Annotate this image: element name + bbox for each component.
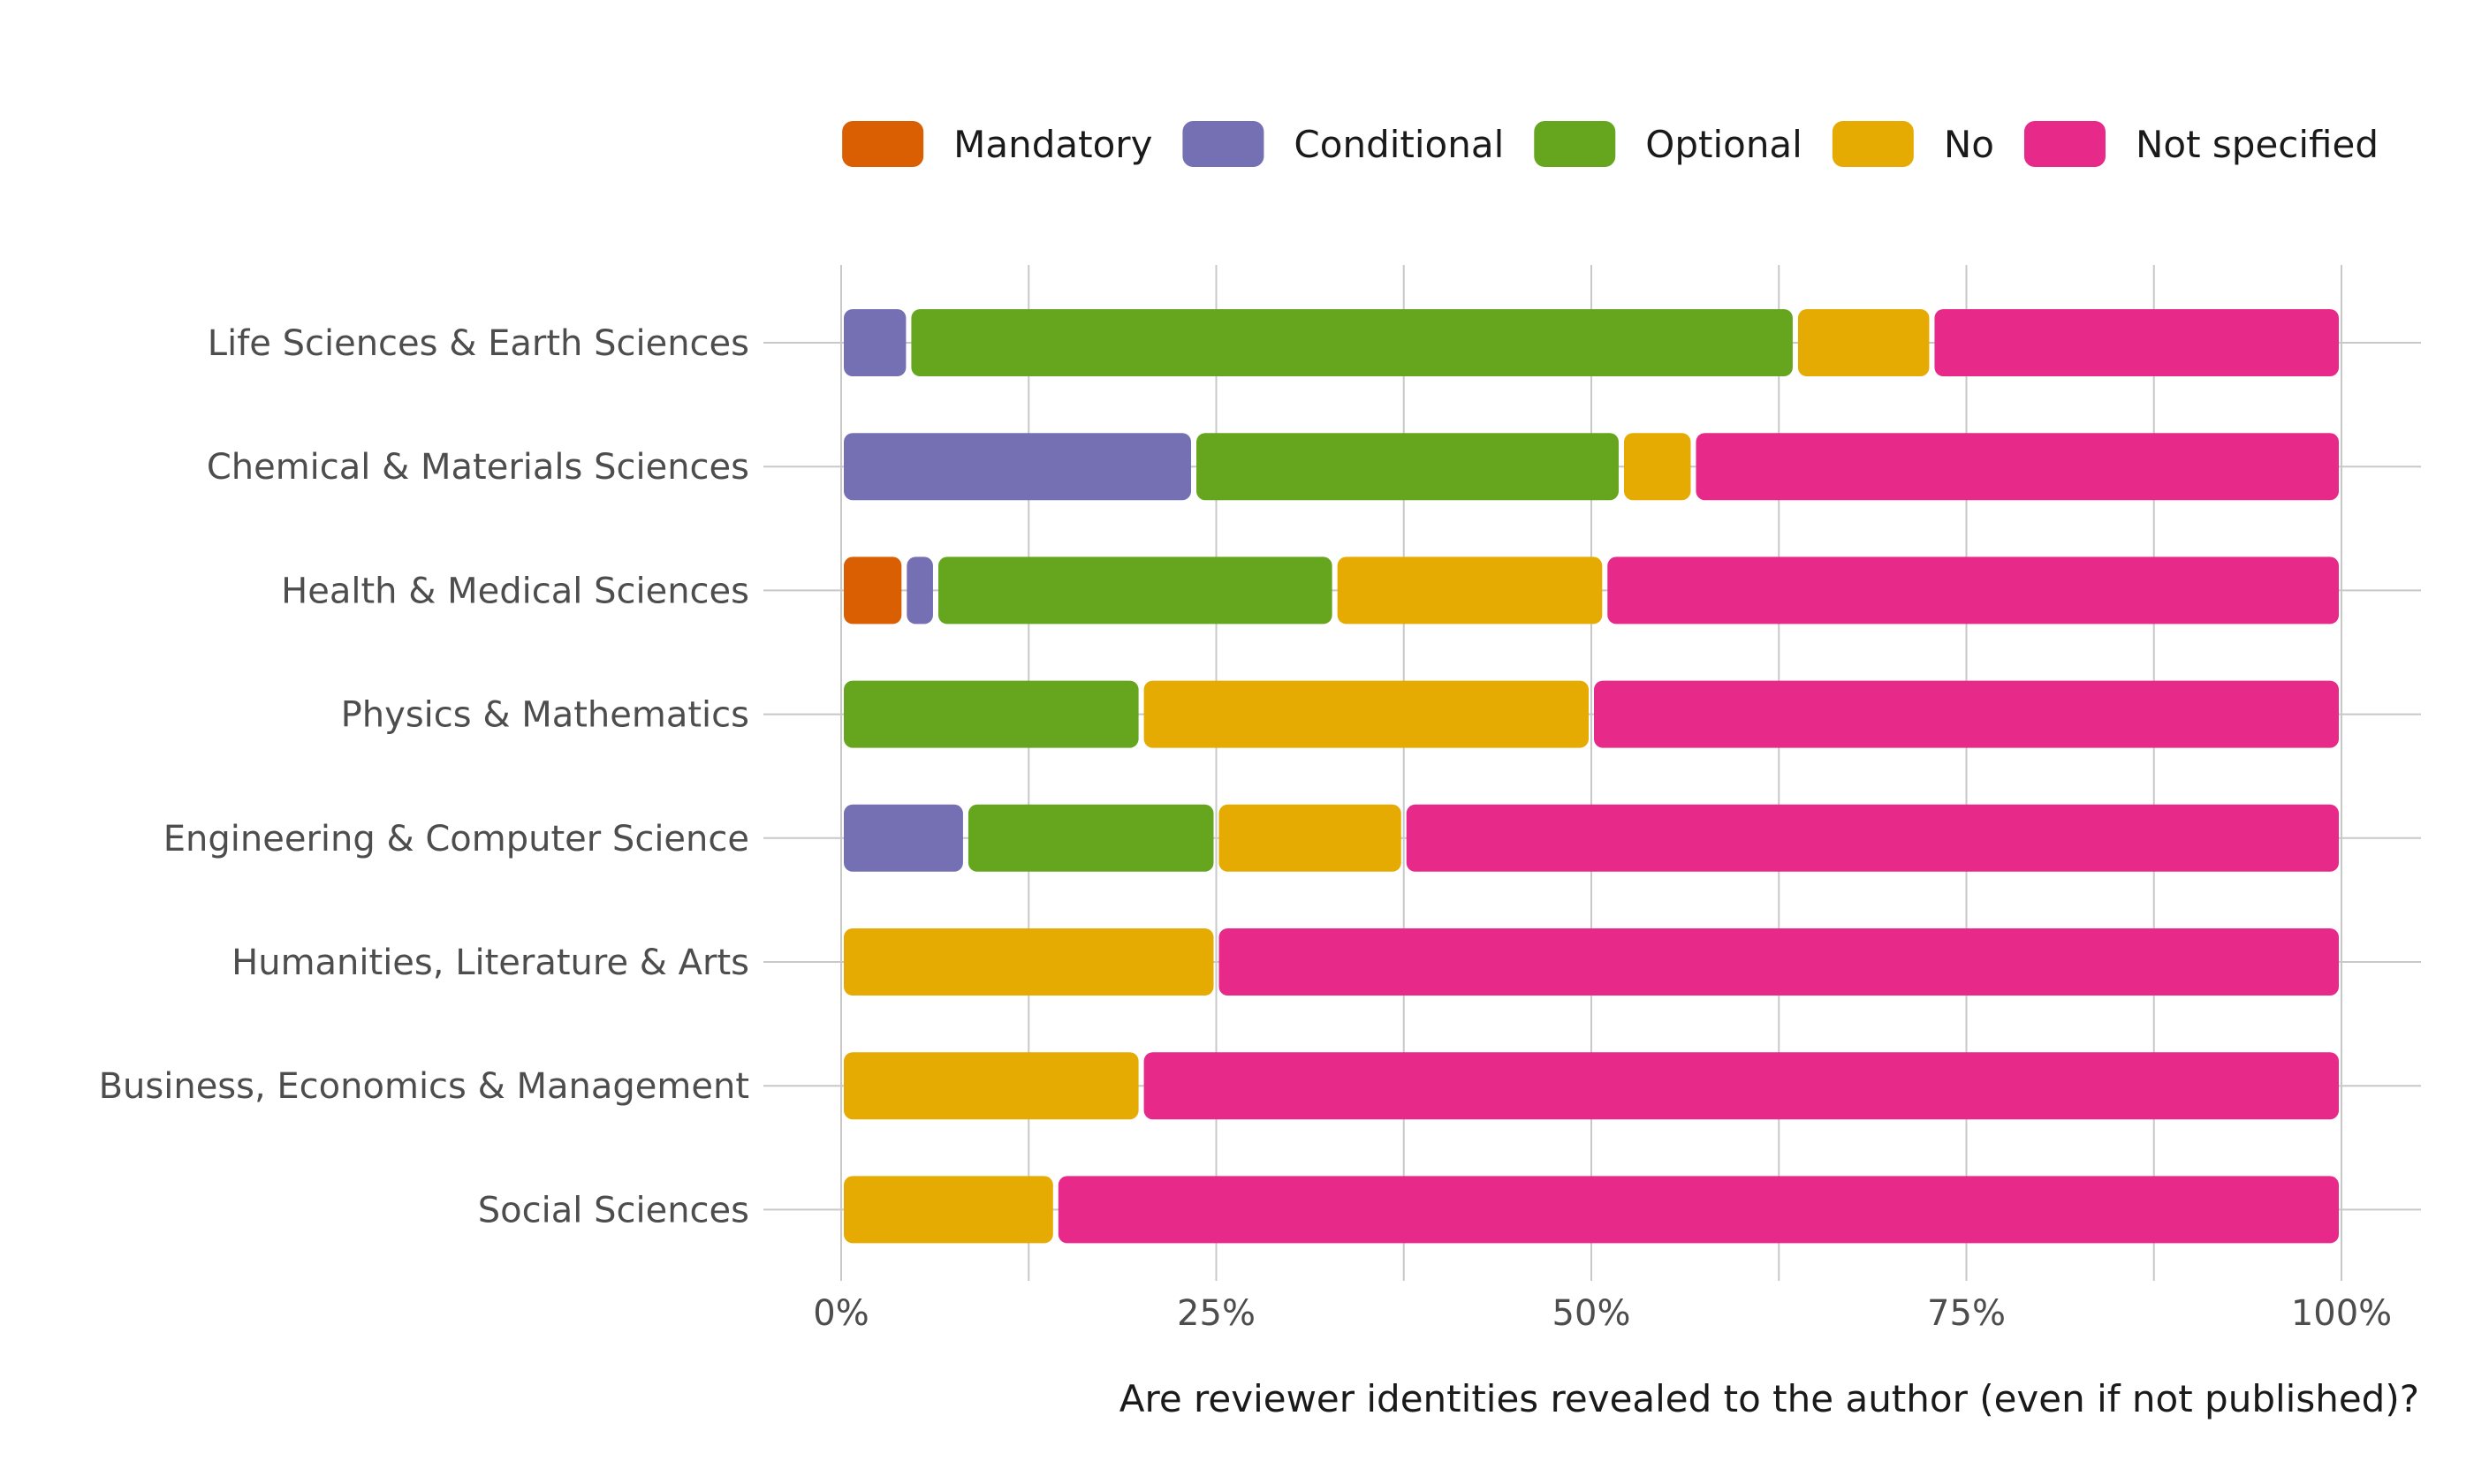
bar-row-chemical-and-materials-sciences [844, 433, 2339, 501]
category-label: Chemical & Materials Sciences [207, 447, 749, 488]
category-label: Life Sciences & Earth Sciences [208, 323, 749, 364]
legend-item-conditional: Conditional [1182, 121, 1504, 167]
x-tick-label: 50% [1552, 1293, 1631, 1334]
bar-mandatory-health-and-medical-sciences [844, 556, 902, 625]
bar-conditional-health-and-medical-sciences [907, 556, 933, 625]
bar-no-engineering-and-computer-science [1218, 804, 1401, 872]
category-label: Humanities, Literature & Arts [231, 943, 749, 983]
grid [763, 265, 2421, 1281]
legend-label: Mandatory [953, 123, 1152, 166]
bar-not-specified-business-economics-and-management [1143, 1052, 2339, 1120]
bar-optional-chemical-and-materials-sciences [1196, 433, 1619, 501]
bar-not-specified-social-sciences [1058, 1176, 2339, 1244]
category-label: Business, Economics & Management [99, 1066, 749, 1107]
bar-no-life-sciences-and-earth-sciences [1797, 309, 1930, 376]
bar-no-social-sciences [844, 1176, 1053, 1244]
bar-optional-health-and-medical-sciences [937, 556, 1332, 625]
bar-conditional-chemical-and-materials-sciences [844, 433, 1192, 501]
legend: Mandatory Conditional Optional No Not specif… [842, 121, 2379, 167]
legend-item-no: No [1832, 121, 1994, 167]
legend-label: Not specified [2136, 123, 2379, 166]
x-tick-label: 0% [813, 1293, 869, 1334]
bar-conditional-life-sciences-and-earth-sciences [844, 309, 907, 376]
category-labels: Life Sciences & Earth Sciences Chemical &… [99, 323, 749, 1230]
legend-label: Conditional [1294, 123, 1504, 166]
category-label: Social Sciences [478, 1190, 749, 1230]
category-label: Health & Medical Sciences [281, 571, 749, 611]
category-label: Physics & Mathematics [341, 695, 749, 736]
bar-row-physics-and-mathematics [844, 680, 2339, 748]
bar-row-business-economics-and-management [844, 1052, 2339, 1120]
legend-swatch [2023, 121, 2106, 167]
legend-swatch [1832, 121, 1914, 167]
bar-not-specified-chemical-and-materials-sciences [1696, 433, 2339, 501]
bar-conditional-engineering-and-computer-science [844, 804, 963, 872]
x-tick-label: 100% [2291, 1293, 2392, 1334]
legend-swatch [1182, 121, 1264, 167]
bar-not-specified-health-and-medical-sciences [1607, 556, 2339, 625]
bar-no-business-economics-and-management [844, 1052, 1139, 1120]
bar-no-physics-and-mathematics [1143, 680, 1589, 748]
x-tick-label: 75% [1927, 1293, 2006, 1334]
bar-no-chemical-and-materials-sciences [1623, 433, 1691, 501]
bar-optional-engineering-and-computer-science [968, 804, 1214, 872]
legend-swatch [1534, 121, 1616, 167]
legend-label: No [1944, 123, 1994, 166]
category-label: Engineering & Computer Science [163, 819, 749, 859]
bar-not-specified-engineering-and-computer-science [1406, 804, 2339, 872]
bar-optional-life-sciences-and-earth-sciences [911, 309, 1793, 376]
legend-item-mandatory: Mandatory [842, 121, 1152, 167]
legend-item-not-specified: Not specified [2023, 121, 2379, 167]
bar-row-engineering-and-computer-science [844, 804, 2339, 872]
legend-item-optional: Optional [1534, 121, 1802, 167]
bar-optional-physics-and-mathematics [844, 680, 1139, 748]
bar-row-health-and-medical-sciences [844, 556, 2339, 625]
bar-row-life-sciences-and-earth-sciences [844, 309, 2339, 376]
legend-swatch [842, 121, 924, 167]
legend-label: Optional [1645, 123, 1802, 166]
bars [844, 309, 2339, 1244]
bar-not-specified-life-sciences-and-earth-sciences [1934, 309, 2339, 376]
bar-row-social-sciences [844, 1176, 2339, 1244]
x-tick-label: 25% [1177, 1293, 1256, 1334]
x-tick-labels: 0% 25% 50% 75% 100% [813, 1293, 2392, 1334]
bar-row-humanities-literature-and-arts [844, 928, 2339, 996]
bar-no-health-and-medical-sciences [1337, 556, 1603, 625]
bar-no-humanities-literature-and-arts [844, 928, 1214, 996]
x-axis-title: Are reviewer identities revealed to the … [1119, 1377, 2419, 1420]
bar-not-specified-humanities-literature-and-arts [1218, 928, 2339, 996]
bar-not-specified-physics-and-mathematics [1594, 680, 2339, 748]
